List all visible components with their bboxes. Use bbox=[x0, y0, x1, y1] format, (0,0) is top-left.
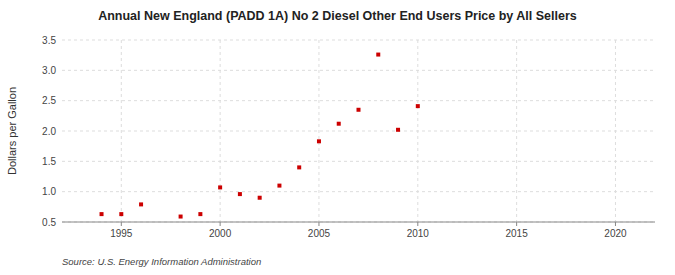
y-grid-line bbox=[62, 131, 655, 132]
point bbox=[100, 212, 104, 216]
x-grid-line bbox=[121, 40, 122, 222]
y-tick-label: 1.0 bbox=[42, 186, 56, 197]
y-tick-label: 1.5 bbox=[42, 156, 56, 167]
x-axis: 1995 2000 2005 2010 2015 2020 bbox=[62, 222, 655, 239]
x-tick-label: 2020 bbox=[604, 228, 627, 239]
y-grid-line bbox=[62, 70, 655, 71]
x-tick-label: 2015 bbox=[506, 228, 529, 239]
x-grid-line bbox=[318, 40, 319, 222]
x-tick bbox=[121, 222, 122, 226]
point bbox=[416, 104, 420, 108]
point bbox=[317, 139, 321, 143]
source-note: Source: U.S. Energy Information Administ… bbox=[62, 256, 261, 267]
x-axis-line bbox=[62, 222, 655, 223]
title: Annual New England (PADD 1A) No 2 Diesel… bbox=[98, 9, 577, 23]
y-tick-label: 3.5 bbox=[42, 35, 56, 46]
page: {"chart_data": {"type": "scatter", "titl… bbox=[0, 0, 675, 275]
point bbox=[179, 215, 183, 219]
point bbox=[258, 196, 262, 200]
chart-svg: Annual New England (PADD 1A) No 2 Diesel… bbox=[0, 0, 675, 275]
x-grid-line bbox=[417, 40, 418, 222]
y-axis-label: Dollars per Gallon bbox=[6, 87, 18, 175]
x-tick bbox=[516, 222, 517, 226]
point bbox=[376, 53, 380, 57]
point bbox=[238, 192, 242, 196]
point bbox=[297, 165, 301, 169]
point bbox=[198, 212, 202, 216]
x-grid-line bbox=[516, 40, 517, 222]
y-grid-line bbox=[62, 161, 655, 162]
x-tick-label: 2010 bbox=[407, 228, 430, 239]
y-grid-line bbox=[62, 40, 655, 41]
y-axis: 0.5 1.0 1.5 2.0 2.5 3.0 3.5 Dollars per Gallon bbox=[6, 35, 56, 228]
chart-container: Annual New England (PADD 1A) No 2 Diesel… bbox=[0, 0, 675, 275]
y-tick-label: 3.0 bbox=[42, 65, 56, 76]
x-tick bbox=[615, 222, 616, 226]
point bbox=[139, 202, 143, 206]
point bbox=[119, 212, 123, 216]
points bbox=[100, 53, 420, 219]
grid bbox=[62, 40, 655, 222]
x-tick bbox=[220, 222, 221, 226]
point bbox=[337, 122, 341, 126]
y-grid-line bbox=[62, 191, 655, 192]
x-grid-line bbox=[615, 40, 616, 222]
point bbox=[277, 184, 281, 188]
point bbox=[218, 185, 222, 189]
y-tick-label: 2.5 bbox=[42, 95, 56, 106]
y-grid-line bbox=[62, 100, 655, 101]
x-tick-label: 1995 bbox=[110, 228, 133, 239]
x-tick bbox=[417, 222, 418, 226]
x-grid-line bbox=[220, 40, 221, 222]
point bbox=[396, 128, 400, 132]
y-grid-line bbox=[62, 222, 655, 223]
point bbox=[357, 108, 361, 112]
x-tick-label: 2005 bbox=[308, 228, 331, 239]
x-tick bbox=[318, 222, 319, 226]
y-tick-label: 2.0 bbox=[42, 126, 56, 137]
y-tick-label: 0.5 bbox=[42, 217, 56, 228]
x-tick-label: 2000 bbox=[209, 228, 232, 239]
